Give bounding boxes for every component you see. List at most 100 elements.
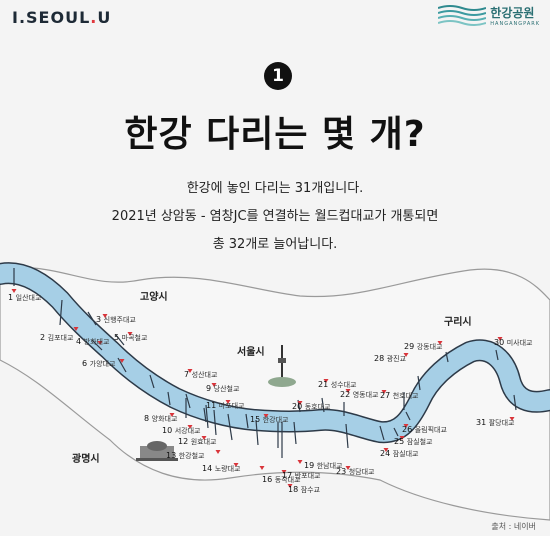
bridge-label-27: 27 천호대교 [380,391,419,400]
bridge-marker-icon [187,369,193,373]
bridge-line [59,299,63,326]
bridge-label-1: 1 일산대교 [8,293,42,302]
river [0,262,550,444]
bridge-line [445,351,449,363]
section-number-badge: 1 [264,62,292,90]
bridge-line [255,419,259,446]
bridge-line [495,349,499,361]
bridge-line [405,411,411,421]
city-label: 고양시 [140,291,168,303]
bridge-line [115,334,125,346]
bridge-line [321,397,325,413]
bridge-marker-icon [201,436,207,440]
bridge-label-25: 25 잠실철교 [394,437,433,446]
bridge-line [167,391,171,406]
bridge-label-28: 28 광진교 [374,354,407,363]
bridge-line [117,357,127,373]
bridge-label-10: 10 서강대교 [162,426,201,435]
bridge-marker-icon [187,425,193,429]
waves-icon [438,5,487,26]
bridge-label-22: 22 영동대교 [340,390,379,399]
bridge-label-23: 23 청담대교 [336,467,375,476]
bridge-marker-icon [127,332,133,336]
bridge-marker-icon [297,401,303,405]
bridge-label-29: 29 강동대교 [404,342,443,351]
bridge-marker-icon [497,337,503,341]
bridge-label-30: 30 미사대교 [494,338,533,347]
bridge-marker-icon [169,413,175,417]
city-label: 서울시 [237,345,265,358]
bridge-marker-icon [11,289,17,293]
bridge-line [205,404,209,429]
bridge-line [417,375,421,391]
seoul-logo: I.SEOUL.U [12,8,112,27]
bridge-marker-icon [73,327,79,331]
bridge-line [513,394,517,411]
bridge-marker-icon [281,470,287,474]
bridge-label-13: 13 한강철교 [166,451,205,460]
han-river-map: 고양시 서울시 구리시 광명시 1 일산대교 2 김포대교 3 신행주대교 4 방화대… [0,262,550,521]
bridge-label-21: 21 성수대교 [318,380,357,389]
bridge-label-17: 17 반포대교 [282,471,321,480]
bridge-label-9: 9 당산철교 [206,384,240,393]
bridge-marker-icon [119,359,125,363]
bridge-line [91,339,103,351]
bridge-marker-icon [102,314,108,318]
bridge-line [393,427,399,437]
bridge-marker-icon [381,390,387,394]
bridge-label-4: 4 방화대교 [76,337,110,346]
description-line: 2021년 상암동 - 염창JC를 연결하는 월드컵대교가 개통되면 [111,209,439,224]
description-line: 한강에 놓인 다리는 31개입니다. [186,181,364,196]
bridge-marker-icon [233,463,239,467]
bridge-label-2: 2 김포대교 [40,333,74,342]
bridge-marker-icon [297,460,303,464]
bridge-marker-icon [259,466,265,470]
bridge-marker-icon [345,466,351,470]
bridge-line [345,423,349,449]
bridge-marker-icon [383,448,389,452]
bridge-marker-icon [211,383,217,387]
bridge-label-11: 11 마포대교 [206,401,245,410]
bridge-marker-icon [403,424,409,428]
bridge-marker-icon [345,389,351,393]
bridge-marker-icon [97,341,103,345]
bridge-line [245,413,249,429]
source-credit: 출처 : 네이버 [491,522,536,531]
bridge-line [203,407,207,423]
bridge-label-19: 19 한남대교 [304,461,343,470]
bridge-line [293,421,297,445]
bridge-line [379,425,385,441]
bridge-marker-icon [323,379,329,383]
bridge-label-14: 14 노량대교 [202,464,241,473]
bridge-label-6: 6 가양대교 [82,359,116,368]
city-label: 구리시 [444,315,472,328]
bridge-marker-icon [263,414,269,418]
bridge-line [185,393,191,409]
bridge-marker-icon [287,484,293,488]
bridge-label-26: 26 올림픽대교 [402,425,447,434]
description-line: 총 32개로 늘어납니다. [212,237,338,252]
national-assembly-icon [136,441,178,461]
bridge-label-31: 31 팔당대교 [476,418,515,427]
hangang-park-logo: 한강공원 HANGANGPARK [438,4,540,27]
bridge-marker-icon [225,400,231,404]
bridge-label-8: 8 양화대교 [144,414,178,423]
bridge-marker-icon [509,417,515,421]
bridge-label-20: 20 동호대교 [292,402,331,411]
bridge-label-15: 15 한강대교 [250,415,289,424]
page-title: 한강 다리는 몇 개? [124,114,426,155]
bridge-marker-icon [437,341,443,345]
bridge-marker-icon [215,450,221,454]
bridge-line [213,409,217,436]
bridge-label-12: 12 원효대교 [178,437,217,446]
bridge-label-24: 24 잠실대교 [380,449,419,458]
bridge-label-3: 3 신행주대교 [96,315,136,324]
namsan-tower-icon [268,345,296,387]
bridge-marker-icon [399,436,405,440]
bridge-marker-icon [403,353,409,357]
bridge-line [87,311,97,326]
bridge-label-18: 18 잠수교 [288,485,321,494]
bridge-label-7: 7 성산대교 [184,370,218,379]
city-label: 광명시 [72,452,100,465]
bridge-label-16: 16 동작대교 [262,475,301,484]
